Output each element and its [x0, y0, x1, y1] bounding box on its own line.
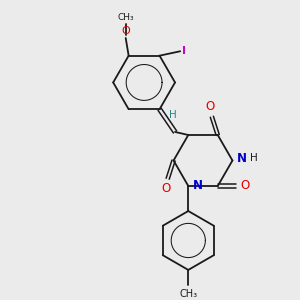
Text: O: O — [121, 26, 130, 36]
Text: N: N — [237, 152, 247, 165]
Text: O: O — [162, 182, 171, 195]
Text: I: I — [182, 46, 186, 56]
Text: O: O — [206, 100, 215, 113]
Text: CH₃: CH₃ — [117, 13, 134, 22]
Text: O: O — [240, 179, 249, 193]
Text: N: N — [192, 179, 203, 193]
Text: H: H — [250, 153, 257, 163]
Text: CH₃: CH₃ — [179, 289, 197, 299]
Text: H: H — [169, 110, 177, 120]
